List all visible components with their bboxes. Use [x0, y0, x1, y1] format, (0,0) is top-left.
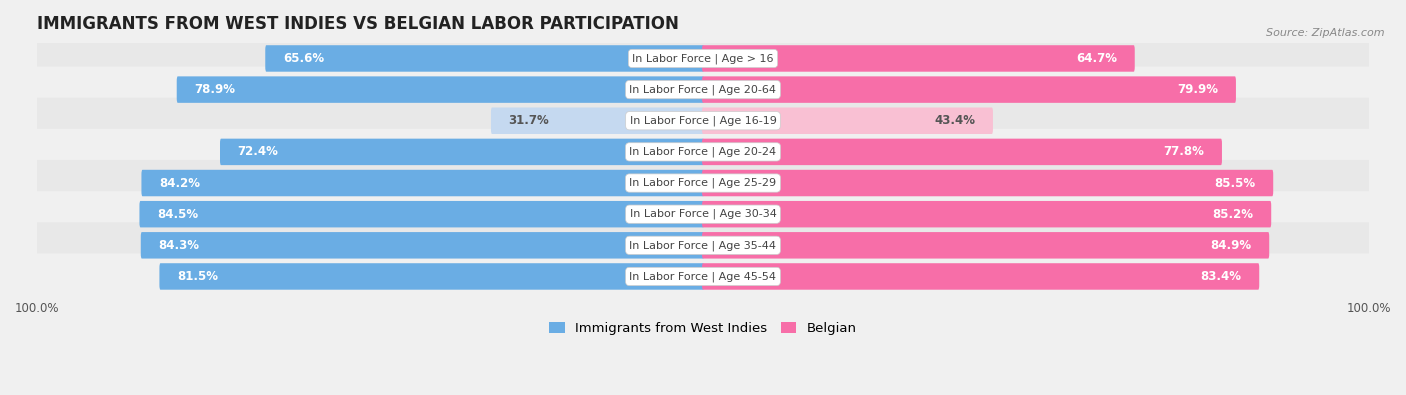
FancyBboxPatch shape: [702, 139, 1222, 165]
Text: 77.8%: 77.8%: [1163, 145, 1205, 158]
FancyBboxPatch shape: [266, 45, 704, 72]
Text: 84.5%: 84.5%: [157, 208, 198, 221]
FancyBboxPatch shape: [32, 254, 1374, 299]
Text: In Labor Force | Age 20-24: In Labor Force | Age 20-24: [630, 147, 776, 157]
FancyBboxPatch shape: [32, 36, 1374, 81]
FancyBboxPatch shape: [702, 201, 1271, 228]
Text: In Labor Force | Age 35-44: In Labor Force | Age 35-44: [630, 240, 776, 250]
FancyBboxPatch shape: [491, 107, 704, 134]
Text: 83.4%: 83.4%: [1201, 270, 1241, 283]
Text: 81.5%: 81.5%: [177, 270, 218, 283]
Text: 43.4%: 43.4%: [935, 114, 976, 127]
Text: In Labor Force | Age > 16: In Labor Force | Age > 16: [633, 53, 773, 64]
FancyBboxPatch shape: [32, 160, 1374, 206]
FancyBboxPatch shape: [32, 191, 1374, 237]
Text: 84.9%: 84.9%: [1211, 239, 1251, 252]
FancyBboxPatch shape: [32, 222, 1374, 268]
Text: 85.5%: 85.5%: [1215, 177, 1256, 190]
Text: IMMIGRANTS FROM WEST INDIES VS BELGIAN LABOR PARTICIPATION: IMMIGRANTS FROM WEST INDIES VS BELGIAN L…: [37, 15, 679, 33]
FancyBboxPatch shape: [702, 263, 1260, 290]
FancyBboxPatch shape: [702, 76, 1236, 103]
FancyBboxPatch shape: [702, 45, 1135, 72]
FancyBboxPatch shape: [702, 232, 1270, 259]
FancyBboxPatch shape: [159, 263, 704, 290]
FancyBboxPatch shape: [702, 107, 993, 134]
Text: 64.7%: 64.7%: [1076, 52, 1118, 65]
Text: In Labor Force | Age 25-29: In Labor Force | Age 25-29: [630, 178, 776, 188]
Legend: Immigrants from West Indies, Belgian: Immigrants from West Indies, Belgian: [544, 317, 862, 340]
FancyBboxPatch shape: [32, 129, 1374, 175]
Text: 31.7%: 31.7%: [509, 114, 550, 127]
Text: 79.9%: 79.9%: [1177, 83, 1218, 96]
FancyBboxPatch shape: [177, 76, 704, 103]
FancyBboxPatch shape: [32, 67, 1374, 113]
Text: 85.2%: 85.2%: [1212, 208, 1254, 221]
FancyBboxPatch shape: [142, 170, 704, 196]
Text: 84.2%: 84.2%: [159, 177, 200, 190]
FancyBboxPatch shape: [702, 170, 1274, 196]
Text: In Labor Force | Age 20-64: In Labor Force | Age 20-64: [630, 85, 776, 95]
FancyBboxPatch shape: [139, 201, 704, 228]
FancyBboxPatch shape: [141, 232, 704, 259]
Text: 65.6%: 65.6%: [283, 52, 323, 65]
Text: In Labor Force | Age 30-34: In Labor Force | Age 30-34: [630, 209, 776, 220]
Text: In Labor Force | Age 45-54: In Labor Force | Age 45-54: [630, 271, 776, 282]
Text: In Labor Force | Age 16-19: In Labor Force | Age 16-19: [630, 115, 776, 126]
Text: 84.3%: 84.3%: [159, 239, 200, 252]
FancyBboxPatch shape: [32, 98, 1374, 144]
Text: 72.4%: 72.4%: [238, 145, 278, 158]
Text: Source: ZipAtlas.com: Source: ZipAtlas.com: [1267, 28, 1385, 38]
Text: 78.9%: 78.9%: [194, 83, 235, 96]
FancyBboxPatch shape: [219, 139, 704, 165]
